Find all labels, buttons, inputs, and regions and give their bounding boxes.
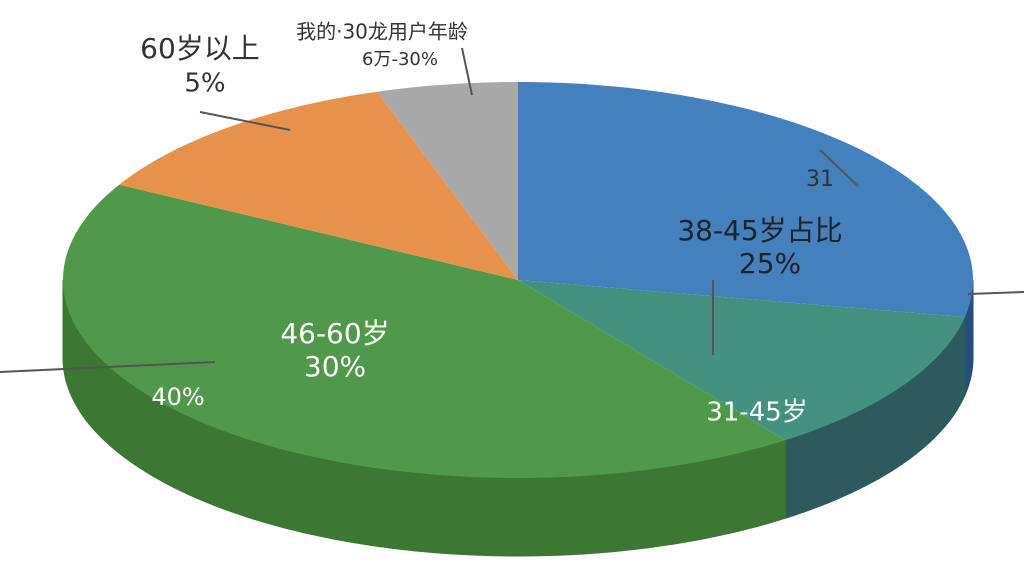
annotation: 25%: [739, 247, 801, 280]
leader-line: [0, 361, 216, 373]
leader-lines: [0, 47, 1024, 373]
slice: [63, 184, 786, 478]
annotation: 30%: [304, 350, 366, 383]
annotation: 38-45岁占比: [677, 214, 842, 247]
slice: [377, 82, 518, 280]
annotation: 46-60岁: [280, 317, 389, 350]
annotation: 31: [806, 167, 834, 192]
leader-line: [819, 149, 859, 187]
leader-line: [967, 291, 1024, 295]
slice: [518, 82, 973, 318]
annotation: 5%: [184, 69, 225, 99]
slice: [518, 280, 965, 441]
slice-side: [62, 279, 786, 557]
annotation: 40%: [151, 383, 204, 411]
annotation: 6万-30%: [362, 49, 438, 70]
pie-tops: [63, 82, 973, 478]
annotation: 31-45岁: [706, 398, 808, 428]
annotation: 我的·30龙用户年龄: [296, 20, 468, 44]
leader-line: [199, 111, 291, 131]
leader-line: [461, 47, 473, 96]
slice: [119, 91, 519, 280]
annotation: 60岁以上: [140, 32, 260, 65]
pie: [62, 82, 974, 557]
